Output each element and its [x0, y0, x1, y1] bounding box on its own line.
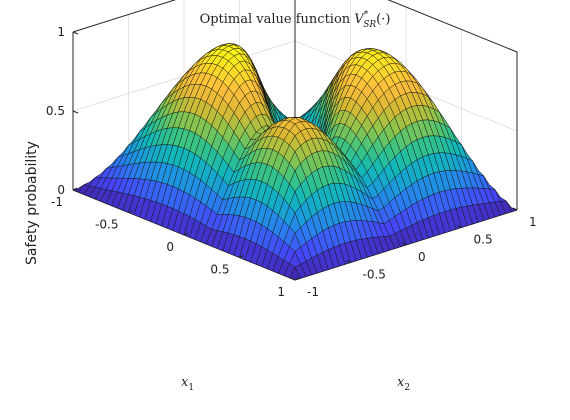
title-prefix: Optimal value function	[200, 12, 355, 27]
x2-axis-label: x2	[397, 375, 410, 393]
x1-symbol: x	[181, 375, 189, 390]
x1-tick-label: -0.5	[95, 218, 118, 232]
x1-tick-mark	[239, 255, 244, 258]
title-symbol: V	[354, 12, 365, 27]
z-tick-label: 1	[57, 25, 65, 39]
x2-tick-mark	[457, 225, 462, 228]
x1-subscript: 1	[188, 383, 194, 393]
x1-tick-mark	[72, 187, 78, 191]
z-tick-mark	[72, 31, 79, 35]
title-subscript: SR	[363, 20, 376, 30]
x2-tick-mark	[512, 207, 518, 211]
box-edge	[72, 0, 177, 33]
x2-tick-label: -0.5	[363, 268, 386, 282]
x2-tick-label: 0	[418, 250, 426, 264]
z-tick-mark	[72, 110, 79, 114]
x1-tick-mark	[128, 210, 133, 213]
x2-subscript: 2	[404, 383, 410, 393]
x2-tick-label: 0.5	[474, 233, 493, 247]
x1-tick-mark	[183, 232, 189, 236]
x2-tick-mark	[401, 242, 407, 246]
x2-tick-mark	[290, 277, 296, 281]
chart-title: Optimal value function V* SR(·)	[200, 10, 391, 30]
x1-tick-label: 1	[277, 285, 285, 299]
x1-tick-label: 0.5	[210, 263, 229, 277]
x2-tick-label: -1	[307, 285, 319, 299]
z-axis-label: Safety probability	[24, 141, 40, 265]
surface-plot	[72, 43, 518, 281]
axes-ticks: 0 0.5 1 -1 -0.5 0 0.5 1 -1 -0.5 0 0.5 1	[46, 25, 537, 299]
x1-tick-mark	[294, 277, 300, 281]
x2-tick-mark	[346, 260, 351, 263]
z-tick-label: 0	[57, 183, 65, 197]
x2-symbol: x	[397, 375, 405, 390]
box-edge	[387, 0, 518, 53]
z-tick-mark	[72, 189, 79, 193]
x2-tick-label: 1	[529, 215, 537, 229]
x1-axis-label: x1	[181, 375, 194, 393]
x1-tick-label: -1	[51, 195, 63, 209]
z-tick-label: 0.5	[46, 104, 65, 118]
title-superscript: *	[364, 10, 369, 20]
x1-tick-label: 0	[166, 240, 174, 254]
title-suffix: (·)	[376, 12, 390, 27]
